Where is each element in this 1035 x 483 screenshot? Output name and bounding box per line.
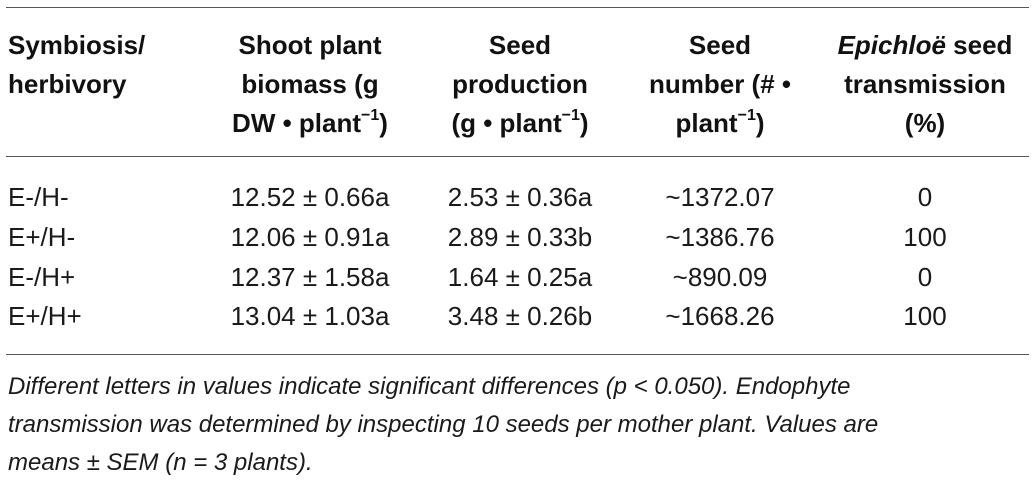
cell-seed-number: ~890.09 bbox=[672, 262, 768, 292]
header-text: Shoot plant bbox=[238, 30, 382, 60]
header-text: Seed bbox=[688, 30, 752, 60]
header-text: ) bbox=[755, 108, 765, 138]
cell-seed-number: ~1668.26 bbox=[665, 301, 775, 331]
header-superscript: −1 bbox=[737, 107, 756, 125]
footnote-line: means ± SEM (n = 3 plants). bbox=[8, 449, 313, 476]
header-text: (g • plant bbox=[451, 108, 562, 138]
table-header-rule bbox=[6, 156, 1029, 157]
header-superscript: −1 bbox=[561, 107, 580, 125]
header-shoot-biomass: Shoot plant biomass (g DW • plant−1) bbox=[210, 26, 410, 143]
header-text: number (# • bbox=[648, 69, 791, 99]
header-text: transmission bbox=[844, 69, 1006, 99]
header-line: DW • plant−1) bbox=[210, 104, 410, 143]
cell-transmission: 100 bbox=[903, 222, 947, 252]
header-text: ) bbox=[579, 108, 589, 138]
table-row: E+/H- 12.06 ± 0.91a 2.89 ± 0.33b ~1386.7… bbox=[0, 217, 1035, 257]
table-bottom-rule bbox=[6, 354, 1029, 355]
cell-biomass: 12.52 ± 0.66a bbox=[230, 182, 390, 212]
cell-seed-production: 1.64 ± 0.25a bbox=[447, 262, 593, 292]
table-footnote: Different letters in values indicate sig… bbox=[8, 368, 1018, 482]
cell-treatment: E-/H- bbox=[8, 182, 69, 212]
cell-transmission: 0 bbox=[917, 182, 933, 212]
header-text: Symbiosis/ bbox=[8, 30, 146, 60]
cell-treatment: E+/H+ bbox=[8, 301, 82, 331]
footnote-line: transmission was determined by inspectin… bbox=[8, 411, 879, 438]
header-text: herbivory bbox=[8, 69, 127, 99]
table-row: E-/H+ 12.37 ± 1.58a 1.64 ± 0.25a ~890.09… bbox=[0, 257, 1035, 297]
cell-biomass: 12.06 ± 0.91a bbox=[230, 222, 390, 252]
footnote-line: Different letters in values indicate sig… bbox=[8, 373, 851, 400]
header-line: Epichloë seed bbox=[815, 26, 1035, 65]
cell-seed-production: 2.89 ± 0.33b bbox=[447, 222, 593, 252]
header-text: ) bbox=[379, 108, 388, 138]
cell-biomass: 13.04 ± 1.03a bbox=[230, 301, 390, 331]
header-line: plant−1) bbox=[625, 104, 815, 143]
header-seed-production: Seed production (g • plant−1) bbox=[420, 26, 620, 143]
header-text: seed bbox=[945, 30, 1013, 60]
cell-transmission: 0 bbox=[917, 262, 933, 292]
table-row: E+/H+ 13.04 ± 1.03a 3.48 ± 0.26b ~1668.2… bbox=[0, 296, 1035, 336]
header-text: plant bbox=[675, 108, 738, 138]
cell-seed-number: ~1372.07 bbox=[665, 182, 775, 212]
header-epichloe-transmission: Epichloë seed transmission (%) bbox=[815, 26, 1035, 143]
cell-seed-number: ~1386.76 bbox=[665, 222, 775, 252]
header-text-italic: Epichloë bbox=[837, 30, 946, 60]
header-symbiosis-herbivory: Symbiosis/ herbivory bbox=[8, 26, 198, 104]
table-row: E-/H- 12.52 ± 0.66a 2.53 ± 0.36a ~1372.0… bbox=[0, 177, 1035, 217]
header-text: DW • plant bbox=[232, 108, 362, 138]
cell-biomass: 12.37 ± 1.58a bbox=[230, 262, 390, 292]
header-text: biomass (g bbox=[241, 69, 379, 99]
header-superscript: −1 bbox=[361, 107, 380, 125]
header-line: (g • plant−1) bbox=[420, 104, 620, 143]
header-text: (%) bbox=[904, 108, 946, 138]
header-seed-number: Seed number (# • plant−1) bbox=[625, 26, 815, 143]
cell-treatment: E+/H- bbox=[8, 222, 76, 252]
cell-seed-production: 2.53 ± 0.36a bbox=[447, 182, 593, 212]
table-top-rule bbox=[6, 7, 1029, 8]
header-text: production bbox=[452, 69, 588, 99]
cell-treatment: E-/H+ bbox=[8, 262, 76, 292]
cell-transmission: 100 bbox=[903, 301, 947, 331]
cell-seed-production: 3.48 ± 0.26b bbox=[447, 301, 593, 331]
header-text: Seed bbox=[488, 30, 552, 60]
